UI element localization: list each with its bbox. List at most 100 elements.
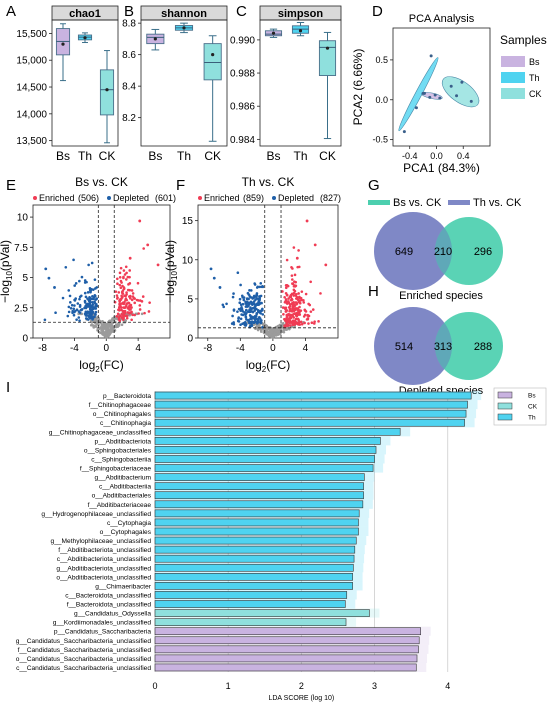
panel-letter-i: I <box>6 379 10 396</box>
point-enriched <box>119 286 123 290</box>
point-depleted <box>251 301 254 305</box>
point-enriched <box>303 321 306 325</box>
point-enriched <box>118 271 122 275</box>
point-depleted <box>258 285 262 289</box>
point-enriched <box>118 302 122 306</box>
point-depleted <box>75 318 78 321</box>
point-depleted <box>78 279 81 283</box>
legend-label: Depleted <box>278 193 314 203</box>
lda-bar-th <box>154 400 468 409</box>
point-enriched <box>118 299 121 302</box>
point-enriched <box>307 322 310 325</box>
lda-bar-th <box>154 500 364 509</box>
point-depleted <box>218 286 222 289</box>
point-depleted <box>79 308 83 312</box>
pca-point-th <box>402 130 406 134</box>
lda-bar-th <box>154 491 364 500</box>
point-enriched <box>297 292 300 295</box>
point-enriched <box>289 324 292 327</box>
lda-bar-th <box>154 600 346 608</box>
point-not-significant <box>276 324 280 328</box>
point-enriched <box>116 282 119 286</box>
x-tick-label: CK <box>204 149 221 163</box>
point-depleted <box>76 302 80 305</box>
mean-point <box>298 29 303 33</box>
point-enriched <box>292 294 296 297</box>
point-depleted <box>248 289 251 292</box>
point-not-significant <box>124 319 128 322</box>
point-depleted <box>250 317 254 320</box>
pca-point-ck <box>460 80 464 84</box>
lda-taxon-label: c__Sphingobacteriia <box>91 456 151 463</box>
point-depleted <box>245 308 248 312</box>
lda-taxon-label: f__Chitinophagaceae <box>89 402 152 409</box>
lda-bar-chart: 0 1 2 3 4 p__Bacteroidota f__Chitinophagaceaeo… <box>16 387 547 702</box>
point-enriched <box>115 314 119 318</box>
point-enriched <box>303 308 307 312</box>
panel-d: D PCA Analysis -0.4 0.0 0.4 -0.5 0.0 0.5 PCA1 (… <box>351 3 547 175</box>
panel-letter-g: G <box>368 177 380 194</box>
point-not-significant <box>104 322 108 326</box>
point-enriched <box>287 297 290 300</box>
y-tick-label: 10 <box>17 213 29 224</box>
pca-point-th <box>429 54 433 58</box>
panel-letter-b: B <box>124 3 134 20</box>
legend-swatch-ck <box>497 402 513 410</box>
panel-letter-d: D <box>372 3 383 20</box>
panel-title: simpson <box>278 8 324 20</box>
mean-point <box>105 88 109 92</box>
boxplot-shannon: shannon 8.2 8.4 8.6 8.8 Bs Th CK <box>122 5 228 163</box>
lda-taxon-label: o__Cytophagales <box>100 529 152 536</box>
point-not-significant <box>100 331 103 335</box>
point-enriched <box>291 278 294 281</box>
point-not-significant <box>120 323 124 327</box>
point-enriched <box>284 298 288 301</box>
point-enriched <box>122 287 126 290</box>
lda-taxon-label: g__Abditibacteriota_unclassified <box>56 565 151 572</box>
y-tick-label: 0 <box>187 334 193 345</box>
point-enriched <box>121 289 125 292</box>
point-depleted <box>246 300 249 304</box>
mean-point <box>83 36 87 40</box>
point-enriched <box>120 308 123 312</box>
point-depleted <box>71 309 75 313</box>
point-enriched <box>288 319 292 322</box>
point-depleted <box>90 261 94 265</box>
legend-swatch-bs <box>497 391 513 399</box>
point-not-significant <box>97 323 100 327</box>
point-not-significant <box>109 326 113 329</box>
y-tick-label: 2.5 <box>14 303 28 314</box>
pca-point-ck <box>469 99 473 103</box>
lda-taxon-label: f__Candidatus_Saccharibacteria_unclassif… <box>18 647 152 654</box>
lda-taxon-label: c__Chitinophagia <box>100 420 151 427</box>
legend-swatch-bs <box>501 56 525 67</box>
point-depleted <box>92 295 96 299</box>
lda-bar-bs <box>154 654 418 663</box>
x-tick-label: CK <box>319 149 336 163</box>
lda-taxon-label: o__Candidatus_Saccharibacteria_unclassif… <box>16 656 152 663</box>
point-enriched <box>131 292 135 295</box>
point-enriched <box>128 269 132 272</box>
point-depleted <box>72 307 76 311</box>
point-enriched <box>293 273 297 277</box>
point-depleted <box>240 294 244 298</box>
point-not-significant <box>270 329 273 333</box>
point-enriched <box>142 247 145 250</box>
point-depleted <box>83 291 87 295</box>
panel-i: I 0 1 2 3 4 p__Bacteroidota f__Chitinophagacea… <box>6 379 547 702</box>
point-depleted <box>95 297 99 300</box>
point-enriched <box>283 306 287 310</box>
point-enriched <box>147 310 151 313</box>
point-depleted <box>232 292 235 295</box>
point-enriched <box>114 290 118 293</box>
lda-bar-bs <box>154 627 421 636</box>
point-enriched <box>309 310 313 313</box>
point-depleted <box>249 296 253 299</box>
point-not-significant <box>98 330 101 334</box>
y-axis-title: PCA2 (6.66%) <box>351 49 365 126</box>
lda-taxon-label: o__Abditibacteriales <box>92 493 152 500</box>
point-depleted <box>53 286 56 289</box>
point-enriched <box>126 288 130 292</box>
